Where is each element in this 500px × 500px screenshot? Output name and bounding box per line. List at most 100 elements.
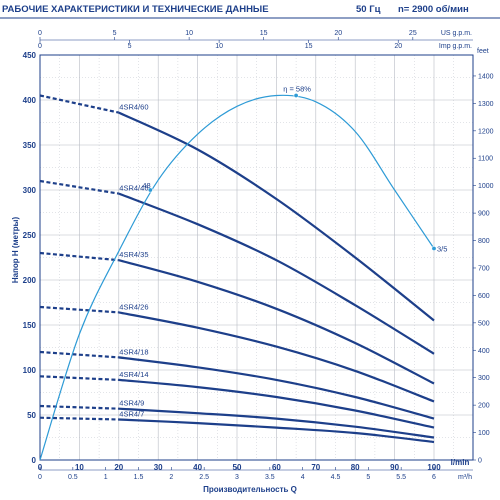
m3h-tick-label: 4 — [301, 474, 305, 481]
us-gpm-tick-label: 15 — [260, 30, 268, 37]
imp-gpm-tick-label: 20 — [394, 43, 402, 50]
series-label: 4SR4/14 — [119, 370, 148, 379]
m3h-tick-label: 5.5 — [396, 474, 406, 481]
series-dashed-4SR4/46 — [39, 179, 119, 195]
feet-tick-label: 0 — [478, 458, 482, 465]
axes: 0501001502002503003504004500102030405060… — [23, 30, 494, 481]
y-tick-label: 300 — [23, 186, 37, 195]
series-label: 4SR4/26 — [119, 302, 148, 311]
x-tick-label: 80 — [351, 463, 360, 472]
m3h-tick-label: 2 — [169, 474, 173, 481]
feet-tick-label: 200 — [478, 403, 490, 410]
series-line-4SR4/46 — [118, 192, 435, 355]
page-title: РАБОЧИЕ ХАРАКТЕРИСТИКИ И ТЕХНИЧЕСКИЕ ДАН… — [2, 4, 269, 15]
us-gpm-tick-label: 20 — [334, 30, 342, 37]
us-gpm-tick-label: 10 — [185, 30, 193, 37]
imp-gpm-tick-label: 15 — [305, 43, 313, 50]
series-label: 4SR4/9 — [119, 399, 144, 408]
y-axis-label: Напор H (метры) — [11, 217, 20, 284]
feet-tick-label: 500 — [478, 320, 490, 327]
feet-tick-label: 1100 — [478, 156, 493, 163]
series-label: 4SR4/7 — [119, 410, 144, 419]
x-tick-label: 20 — [114, 463, 123, 472]
efficiency-peak-label: η = 58% — [283, 85, 311, 94]
series-label: 4SR4/35 — [119, 250, 148, 259]
imp-gpm-tick-label: 10 — [215, 43, 223, 50]
feet-tick-label: 1400 — [478, 73, 494, 80]
efficiency-end-label: 3/5 — [437, 245, 447, 254]
series-line-4SR4/26 — [118, 311, 435, 403]
feet-tick-label: 100 — [478, 430, 490, 437]
feet-tick-label: 900 — [478, 211, 490, 218]
m3h-tick-label: 4.5 — [331, 474, 341, 481]
x-tick-label: 60 — [272, 463, 281, 472]
feet-unit: feet — [477, 48, 489, 55]
x-tick-label: 30 — [154, 463, 163, 472]
efficiency-start-label: 48 — [142, 181, 150, 190]
series-line-4SR4/14 — [118, 378, 435, 429]
efficiency-curve: η = 58% 48 3/5 — [39, 85, 447, 461]
series-dashed-4SR4/18 — [39, 350, 119, 359]
feet-tick-label: 400 — [478, 348, 490, 355]
y-tick-label: 250 — [23, 231, 37, 240]
y-tick-label: 150 — [23, 321, 37, 330]
feet-tick-label: 1300 — [478, 101, 494, 108]
m3h-tick-label: 0.5 — [68, 474, 78, 481]
series-dashed-4SR4/60 — [39, 94, 120, 114]
efficiency-marker — [293, 93, 299, 99]
us-gpm-unit: US g.p.m. — [441, 30, 472, 37]
us-gpm-tick-label: 25 — [409, 30, 417, 37]
x-tick-label: 10 — [75, 463, 84, 472]
x-unit-label: l/min — [451, 458, 470, 467]
y-tick-label: 200 — [23, 276, 37, 285]
m3h-tick-label: 3 — [235, 474, 239, 481]
imp-gpm-tick-label: 0 — [38, 43, 42, 50]
series-dashed-4SR4/14 — [39, 375, 119, 381]
y-tick-label: 450 — [23, 51, 37, 60]
series-label: 4SR4/60 — [119, 103, 148, 112]
m3h-tick-label: 5 — [366, 474, 370, 481]
frequency-label: 50 Гц — [356, 4, 381, 15]
y-tick-label: 350 — [23, 141, 37, 150]
x-tick-label: 70 — [311, 463, 320, 472]
series-dashed-4SR4/35 — [39, 251, 119, 262]
series-dashed-4SR4/26 — [39, 305, 119, 314]
y-tick-label: 400 — [23, 96, 37, 105]
feet-tick-label: 700 — [478, 265, 490, 272]
efficiency-marker — [147, 187, 153, 193]
series-label: 4SR4/18 — [119, 347, 148, 356]
m3h-unit: m³/h — [458, 474, 472, 481]
series-line-4SR4/18 — [118, 356, 435, 420]
m3h-tick-label: 2.5 — [199, 474, 209, 481]
feet-tick-label: 1000 — [478, 183, 494, 190]
efficiency-marker — [431, 246, 437, 252]
plot-frame — [39, 54, 474, 461]
series-line-4SR4/60 — [118, 111, 435, 322]
series-dashed-4SR4/9 — [39, 404, 119, 410]
m3h-tick-label: 1 — [104, 474, 108, 481]
y-tick-label: 0 — [32, 456, 37, 465]
x-axis-label: Производительность Q — [203, 485, 297, 494]
m3h-tick-label: 1.5 — [134, 474, 144, 481]
imp-gpm-unit: Imp g.p.m. — [439, 43, 472, 50]
plot-border — [39, 54, 474, 461]
curves: 4SR4/60 4SR4/46 4SR4/35 4SR4/26 4SR4/18 4SR4/… — [39, 94, 435, 444]
m3h-tick-label: 6 — [432, 474, 436, 481]
y-tick-label: 100 — [23, 366, 37, 375]
series-line-4SR4/7 — [118, 418, 435, 444]
series-label: 4SR4/46 — [119, 184, 148, 193]
imp-gpm-tick-label: 5 — [128, 43, 132, 50]
feet-tick-label: 300 — [478, 375, 490, 382]
feet-tick-label: 800 — [478, 238, 490, 245]
us-gpm-tick-label: 0 — [38, 30, 42, 37]
feet-tick-label: 600 — [478, 293, 490, 300]
us-gpm-tick-label: 5 — [113, 30, 117, 37]
feet-tick-label: 1200 — [478, 128, 494, 135]
speed-label: n= 2900 об/мин — [398, 4, 469, 15]
m3h-tick-label: 0 — [38, 474, 42, 481]
series-line-4SR4/9 — [118, 407, 435, 439]
efficiency-line — [39, 94, 435, 461]
y-tick-label: 50 — [27, 411, 36, 420]
grid — [40, 55, 473, 460]
